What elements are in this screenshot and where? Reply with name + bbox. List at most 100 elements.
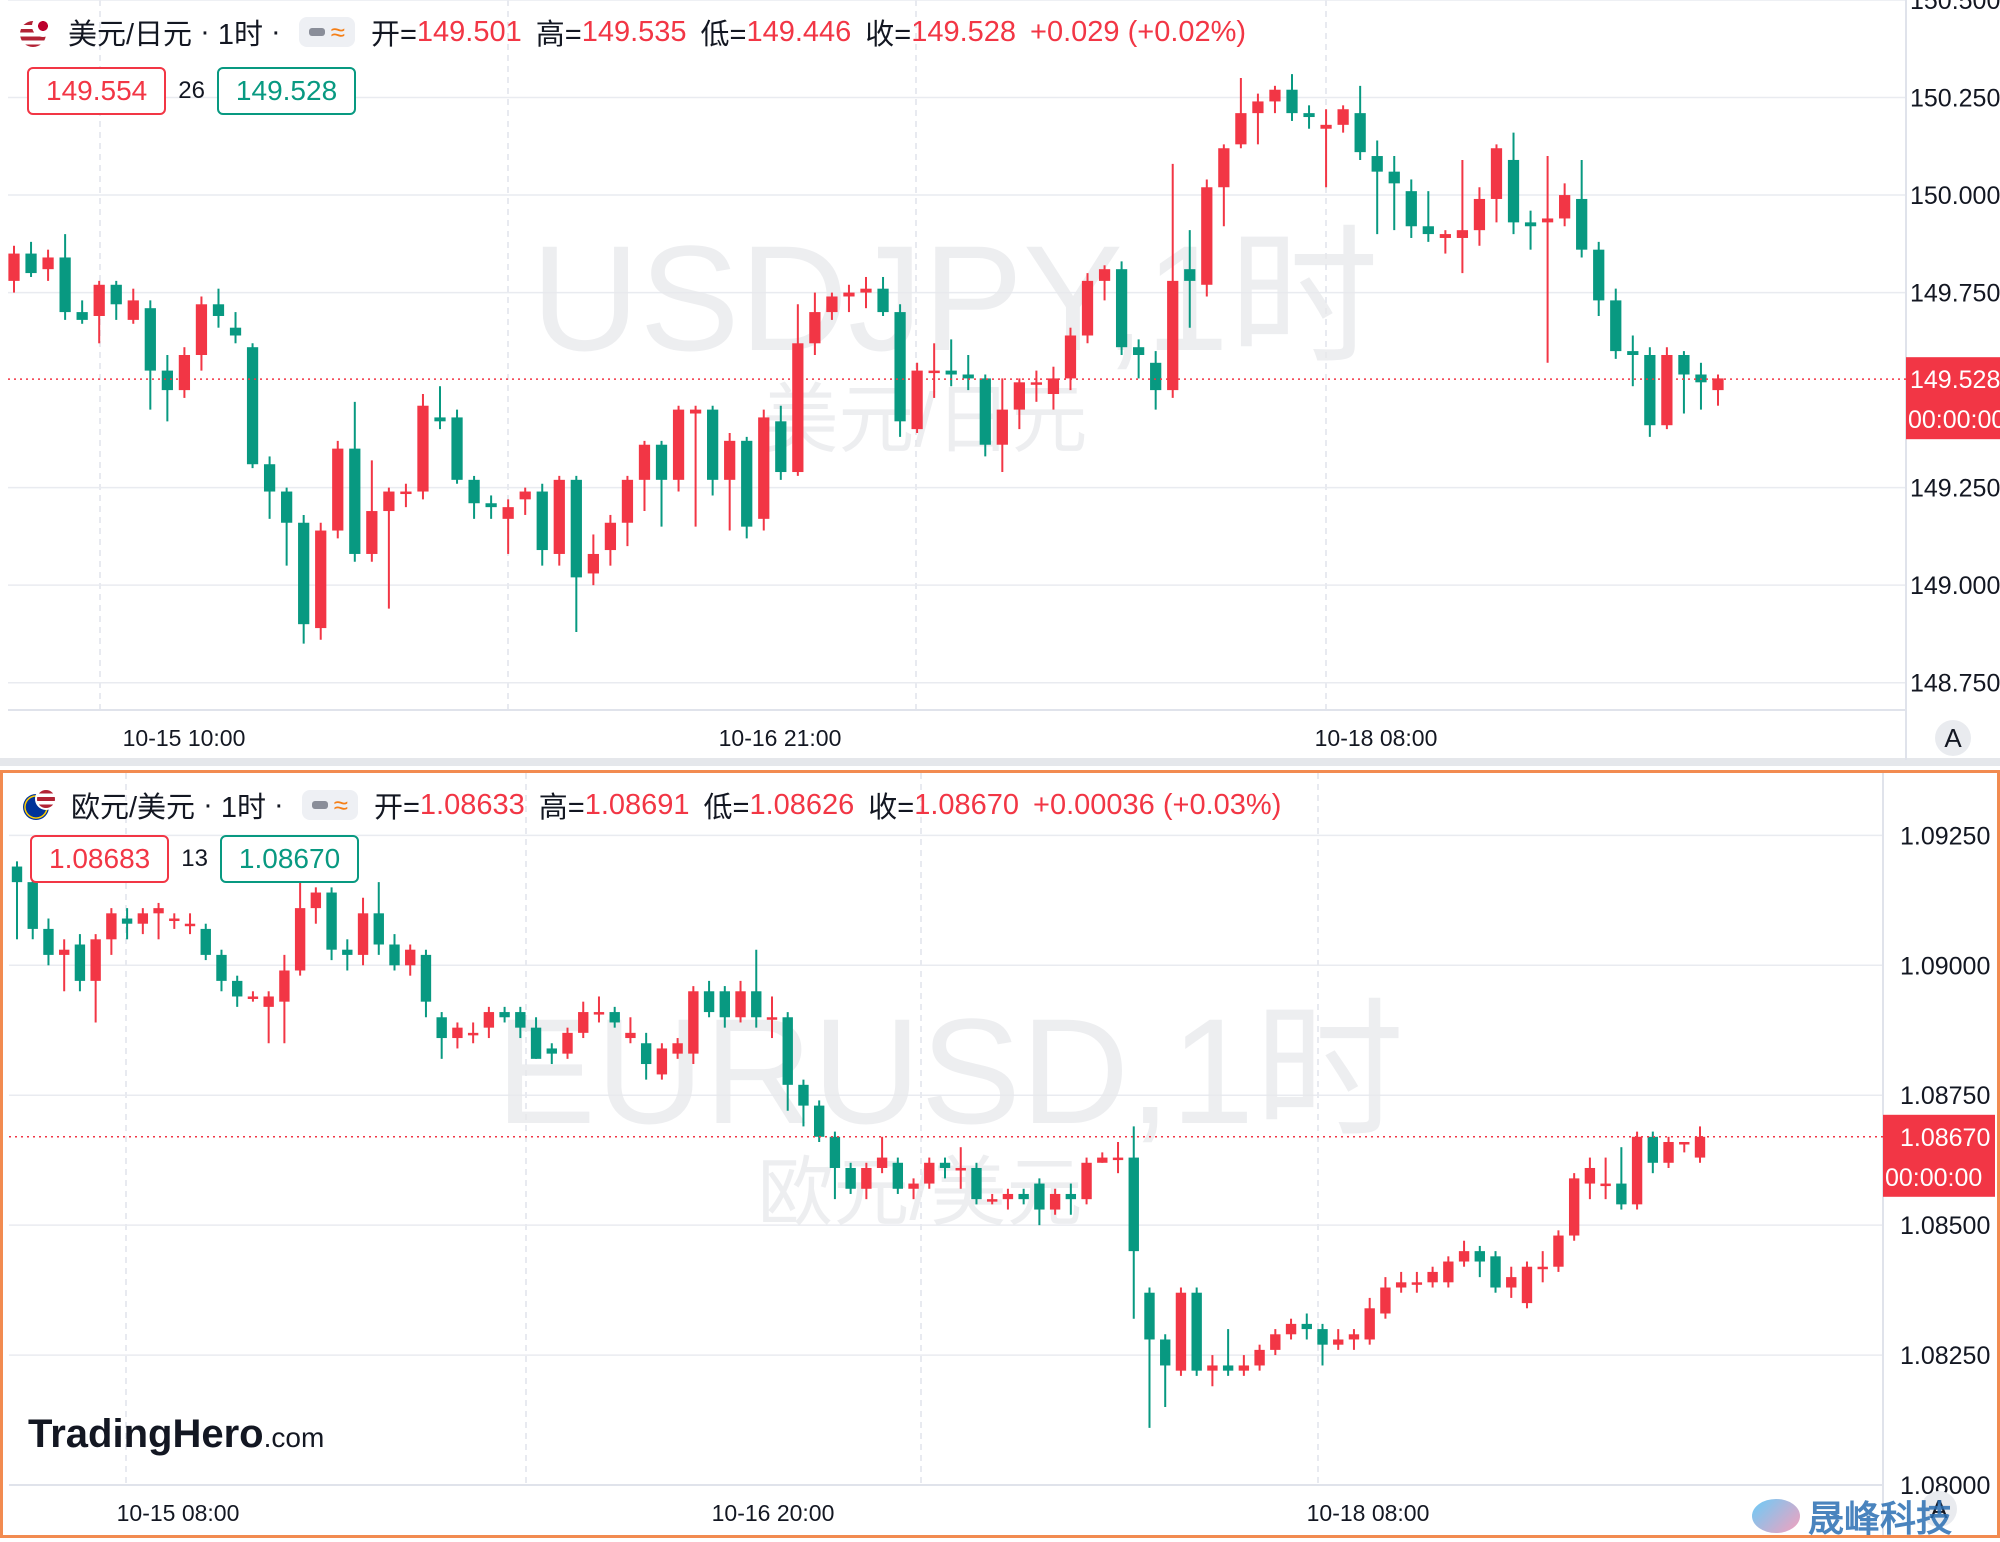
candle: [604, 514, 617, 566]
candle: [928, 343, 940, 398]
usdjpy-symbol[interactable]: 美元/日元: [68, 19, 193, 51]
candle-body: [1568, 1178, 1580, 1236]
candle-body: [452, 1027, 463, 1039]
candle-body: [1439, 234, 1451, 238]
candle-body: [719, 991, 730, 1018]
eurusd-interval[interactable]: 1时: [220, 792, 266, 824]
candle-body: [153, 908, 164, 914]
candle-body: [1521, 1266, 1533, 1304]
candle: [294, 882, 306, 976]
candle: [689, 405, 702, 527]
price-tick-label: 150.250: [1910, 85, 2000, 113]
candle-body: [417, 405, 429, 492]
spread-value: 13: [181, 845, 208, 872]
spread-value: 26: [178, 77, 205, 104]
candle-body: [829, 1136, 841, 1168]
sell-price-button[interactable]: 149.554: [27, 67, 167, 115]
time-axis-label: 10-16 21:00: [719, 725, 842, 751]
candle: [229, 312, 242, 344]
candle-body: [703, 991, 715, 1013]
buy-price-button[interactable]: 1.08670: [219, 835, 360, 883]
candle-body: [1694, 1136, 1706, 1158]
eurusd-chart-pane[interactable]: 1.09250 1.09000 1.08750 1.08500 1.08250 1.080…: [0, 770, 2000, 1538]
candle-body: [42, 257, 54, 270]
price-tick-label: 148.750: [1910, 670, 2000, 698]
candle: [553, 475, 565, 566]
candle: [144, 300, 156, 410]
eurusd-chart-canvas[interactable]: 1.092501.090001.087501.085001.082501.080…: [3, 773, 1997, 1535]
change-value: +0.00036 (+0.03%): [1033, 788, 1282, 821]
candle: [703, 980, 715, 1018]
sell-price-button[interactable]: 1.08683: [30, 835, 170, 883]
candle: [1371, 140, 1383, 235]
candle-body: [326, 892, 337, 950]
usdjpy-trade-boxes: 149.554 26 149.528: [27, 67, 357, 115]
auto-scale-button[interactable]: A: [1935, 720, 1971, 756]
candle-body: [43, 928, 54, 955]
candle: [1644, 347, 1656, 437]
open-label: 开=: [370, 19, 417, 51]
candle-body: [892, 1162, 904, 1189]
candle-body: [1679, 1141, 1690, 1145]
candle-body: [200, 928, 211, 955]
candle-body: [1238, 1365, 1250, 1371]
candle: [1235, 78, 1247, 149]
candle: [25, 241, 37, 277]
buy-price-button[interactable]: 149.528: [216, 67, 357, 115]
candle: [1049, 1188, 1061, 1215]
candle-body: [877, 288, 889, 313]
bar-countdown: 00:00:00: [1908, 406, 2000, 434]
usdjpy-interval[interactable]: 1时: [217, 19, 263, 51]
candle-body: [1150, 362, 1162, 391]
close-label: 收=: [865, 19, 912, 51]
candle: [349, 401, 361, 562]
open-value: 149.501: [416, 15, 522, 48]
close-label: 收=: [868, 792, 915, 824]
candle: [1458, 1240, 1470, 1267]
candle-body: [945, 370, 957, 375]
candle-body: [294, 908, 306, 971]
candle-body: [1695, 374, 1707, 383]
candle-body: [436, 1017, 447, 1039]
price-tick-label: 149.250: [1910, 475, 2000, 503]
watermark-name: 美元/日元: [762, 378, 1087, 463]
candle-body: [1160, 1339, 1171, 1366]
price-tick-label: 1.09250: [1900, 822, 1990, 850]
usdjpy-indicator-toggle[interactable]: ≈: [298, 17, 355, 47]
candle-body: [74, 944, 86, 981]
candle: [962, 355, 974, 391]
usdjpy-chart-pane[interactable]: 150.500 150.250 150.000 149.750 149.250 149.0…: [0, 0, 2000, 766]
candle: [58, 939, 70, 992]
dash-icon: [311, 801, 328, 809]
candle-body: [400, 491, 412, 495]
eurusd-indicator-toggle[interactable]: ≈: [301, 790, 358, 820]
candle: [1678, 351, 1690, 414]
candle-body: [58, 949, 70, 955]
candle-body: [1065, 1193, 1077, 1200]
eu-us-flag-icon: [23, 788, 57, 822]
candle: [1695, 362, 1707, 410]
candle-body: [1301, 1323, 1312, 1330]
candle-body: [860, 288, 872, 293]
candle-body: [546, 1048, 557, 1054]
candle: [1568, 1173, 1580, 1241]
usdjpy-chart-canvas[interactable]: 150.500 150.250 150.000 149.750 149.250 149.0…: [0, 0, 2000, 760]
candle: [1439, 230, 1451, 254]
candle: [110, 280, 122, 320]
candle-body: [1098, 269, 1111, 281]
auto-scale-button[interactable]: A: [1921, 1491, 1957, 1527]
candle-body: [1133, 347, 1145, 355]
candle-body: [672, 1043, 683, 1054]
candle-body: [279, 970, 290, 1002]
candle-body: [1644, 355, 1656, 426]
eurusd-symbol[interactable]: 欧元/美元: [71, 792, 196, 824]
candle-body: [161, 370, 173, 391]
candle-body: [553, 479, 565, 554]
candle: [1348, 1329, 1360, 1350]
candle-body: [1167, 280, 1179, 391]
candle-body: [735, 991, 746, 1018]
candle: [1411, 1271, 1423, 1293]
candle-body: [996, 409, 1008, 445]
candle: [1679, 1141, 1690, 1153]
open-label: 开=: [373, 792, 420, 824]
